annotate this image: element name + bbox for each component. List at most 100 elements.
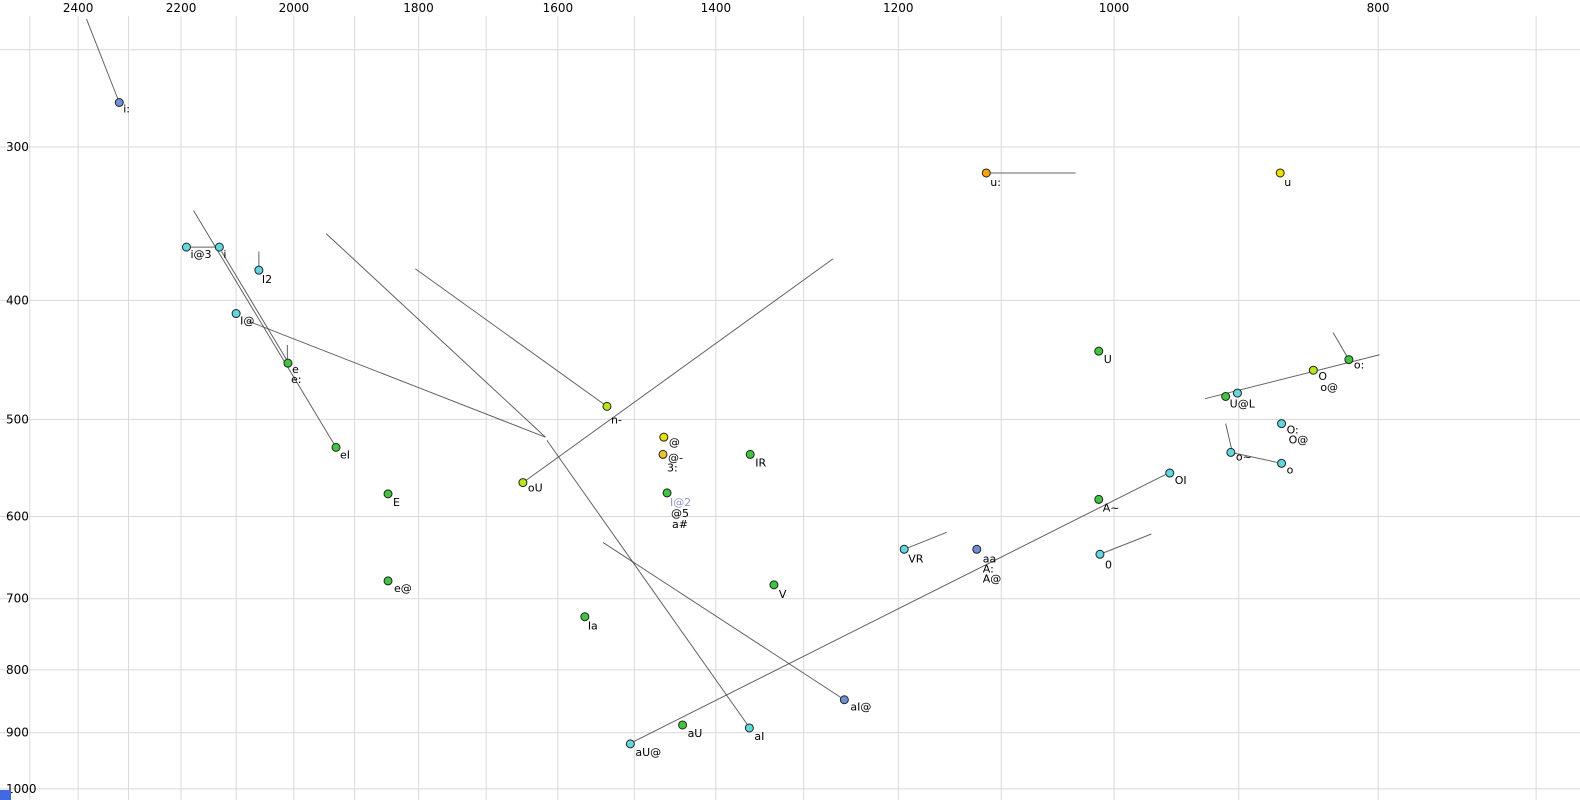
x-tick-label: 1800 xyxy=(403,1,434,15)
vowel-label: a# xyxy=(672,518,688,531)
vowel-point xyxy=(331,442,341,452)
vowel-label: OI xyxy=(1175,474,1187,487)
trajectory-line xyxy=(546,439,750,728)
trajectory-line xyxy=(86,18,120,103)
trajectory-line xyxy=(221,251,289,363)
corner-marker xyxy=(0,790,11,800)
vowel-label: I@ xyxy=(240,315,254,328)
vowel-label: E xyxy=(393,496,400,509)
vowel-label: i: xyxy=(123,102,130,115)
vowel-label: O@ xyxy=(1289,434,1309,447)
vowel-point xyxy=(1277,419,1287,429)
vowel-point xyxy=(972,544,982,554)
vowel-label: aU xyxy=(688,727,703,740)
trajectory-line xyxy=(1225,423,1233,452)
x-tick-label: 1000 xyxy=(1099,1,1130,15)
vowel-label: u: xyxy=(990,176,1001,189)
trajectory-line xyxy=(1332,332,1350,360)
vowel-label: o@ xyxy=(1320,381,1338,394)
y-tick-label: 1000 xyxy=(6,782,37,796)
vowel-label: aa xyxy=(983,552,996,565)
vowel-point xyxy=(1094,346,1104,356)
vowel-point xyxy=(383,576,393,586)
trajectory-line xyxy=(193,210,337,448)
vowel-label: u xyxy=(1284,176,1291,189)
vowel-point xyxy=(602,401,612,411)
trajectory-line xyxy=(904,531,947,550)
trajectory-line xyxy=(325,233,546,438)
y-tick-label: 500 xyxy=(6,412,29,426)
trajectory-line xyxy=(522,258,834,484)
vowel-label: O xyxy=(1318,370,1327,383)
vowel-label: o: xyxy=(1354,359,1364,372)
vowel-point xyxy=(1308,365,1318,375)
x-tick-label: 2400 xyxy=(63,1,94,15)
vowel-label: i xyxy=(223,248,226,261)
vowel-label: IR xyxy=(755,456,766,469)
trajectory-line xyxy=(414,268,608,407)
y-tick-label: 400 xyxy=(6,293,29,307)
vowel-point xyxy=(254,265,264,275)
vowel-label: U@L xyxy=(1230,397,1256,410)
vowel-label: I@2 xyxy=(670,496,691,509)
vowel-label: aU@ xyxy=(635,746,661,759)
vowel-point xyxy=(383,489,393,499)
vowel-point xyxy=(1165,468,1175,478)
vowel-point xyxy=(580,612,590,622)
vowel-point xyxy=(658,449,668,459)
vowel-label: i@3 xyxy=(190,248,211,261)
vowel-label: I2 xyxy=(262,273,272,286)
vowel-point xyxy=(744,723,754,733)
vowel-label: @ xyxy=(669,436,680,449)
trajectory-line xyxy=(1099,533,1152,555)
x-tick-label: 2000 xyxy=(279,1,310,15)
vowel-point xyxy=(659,432,669,442)
vowel-label: o xyxy=(1287,463,1294,476)
vowel-point xyxy=(114,97,124,107)
vowel-label: eI xyxy=(340,448,350,461)
vowel-point xyxy=(678,720,688,730)
vowel-point xyxy=(181,242,191,252)
trajectory-line xyxy=(248,320,546,438)
x-tick-label: 1400 xyxy=(701,1,732,15)
vowel-point xyxy=(1344,355,1354,365)
vowel-point xyxy=(745,449,755,459)
vowel-point xyxy=(231,309,241,319)
y-tick-label: 700 xyxy=(6,592,29,606)
vowel-point xyxy=(662,488,672,498)
y-tick-label: 600 xyxy=(6,510,29,524)
vowel-point xyxy=(1221,391,1231,401)
vowel-label: o~ xyxy=(1236,450,1252,463)
vowel-label: @5 xyxy=(671,507,689,520)
trajectory-line xyxy=(630,472,1169,744)
vowel-label: O: xyxy=(1287,424,1299,437)
y-tick-label: 300 xyxy=(6,140,29,154)
y-tick-label: 900 xyxy=(6,726,29,740)
vowel-label: A~ xyxy=(1103,501,1120,514)
vowel-label: aI xyxy=(754,730,764,743)
vowel-point xyxy=(518,478,528,488)
x-tick-label: 2200 xyxy=(166,1,197,15)
vowel-label: e xyxy=(292,363,299,376)
vowel-label: n- xyxy=(611,413,622,426)
vowel-point xyxy=(625,739,635,749)
vowel-label: aI@ xyxy=(850,701,871,714)
vowel-label: @- xyxy=(668,451,683,464)
y-tick-label: 800 xyxy=(6,663,29,677)
vowel-point xyxy=(839,695,849,705)
vowel-label: Ia xyxy=(588,620,598,633)
vowel-label: e: xyxy=(291,373,301,386)
vowel-point xyxy=(1277,458,1287,468)
vowel-point xyxy=(981,168,991,178)
vowel-point xyxy=(1094,494,1104,504)
trajectory-line xyxy=(602,542,845,701)
vowel-point xyxy=(769,580,779,590)
vowel-label: A@ xyxy=(983,572,1002,585)
vowel-label: U xyxy=(1104,353,1112,366)
x-tick-label: 1600 xyxy=(543,1,574,15)
vowel-label: V xyxy=(779,588,787,601)
vowel-label: VR xyxy=(908,552,924,565)
vowel-point xyxy=(899,544,909,554)
vowel-point xyxy=(1095,549,1105,559)
